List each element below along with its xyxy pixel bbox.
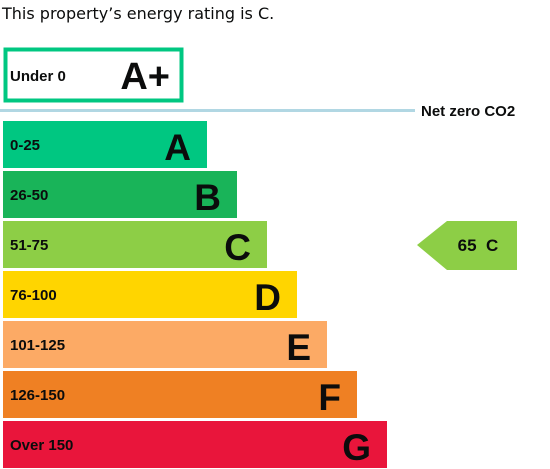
band-c-letter: C (224, 227, 251, 268)
plus-band-box (3, 47, 184, 103)
band-a-bar (3, 121, 207, 168)
band-g-range-label: Over 150 (10, 437, 73, 454)
band-d-range-label: 76-100 (10, 287, 57, 304)
band-g-letter: G (342, 427, 371, 468)
band-c-bar (3, 221, 267, 268)
band-c-range-label: 51-75 (10, 237, 48, 254)
band-d-letter: D (254, 277, 281, 318)
rating-headline: This property’s energy rating is C. (2, 4, 275, 23)
band-b-bar (3, 171, 237, 218)
band-a-letter: A (164, 127, 191, 168)
band-e-bar (3, 321, 327, 368)
band-f-range-label: 126-150 (10, 387, 65, 404)
net-zero-label: Net zero CO2 (421, 103, 515, 120)
current-rating-marker: 65 C (417, 221, 517, 270)
current-rating-arrow (417, 221, 517, 270)
plus-band-range-label: Under 0 (10, 68, 66, 85)
band-f-bar (3, 371, 357, 418)
band-b-letter: B (194, 177, 221, 218)
rating-bands: 0-25 A 26-50 B 51-75 C 76-100 D 101-125 E 126-150 F… (3, 121, 387, 468)
band-e-range-label: 101-125 (10, 337, 65, 354)
band-b-range-label: 26-50 (10, 187, 48, 204)
band-d-bar (3, 271, 297, 318)
current-rating-label: 65 C (458, 236, 499, 255)
plus-band-letter: A+ (120, 56, 170, 98)
band-g-bar (3, 421, 387, 468)
band-a-range-label: 0-25 (10, 137, 40, 154)
band-f-letter: F (318, 377, 341, 418)
band-e-letter: E (286, 327, 311, 368)
